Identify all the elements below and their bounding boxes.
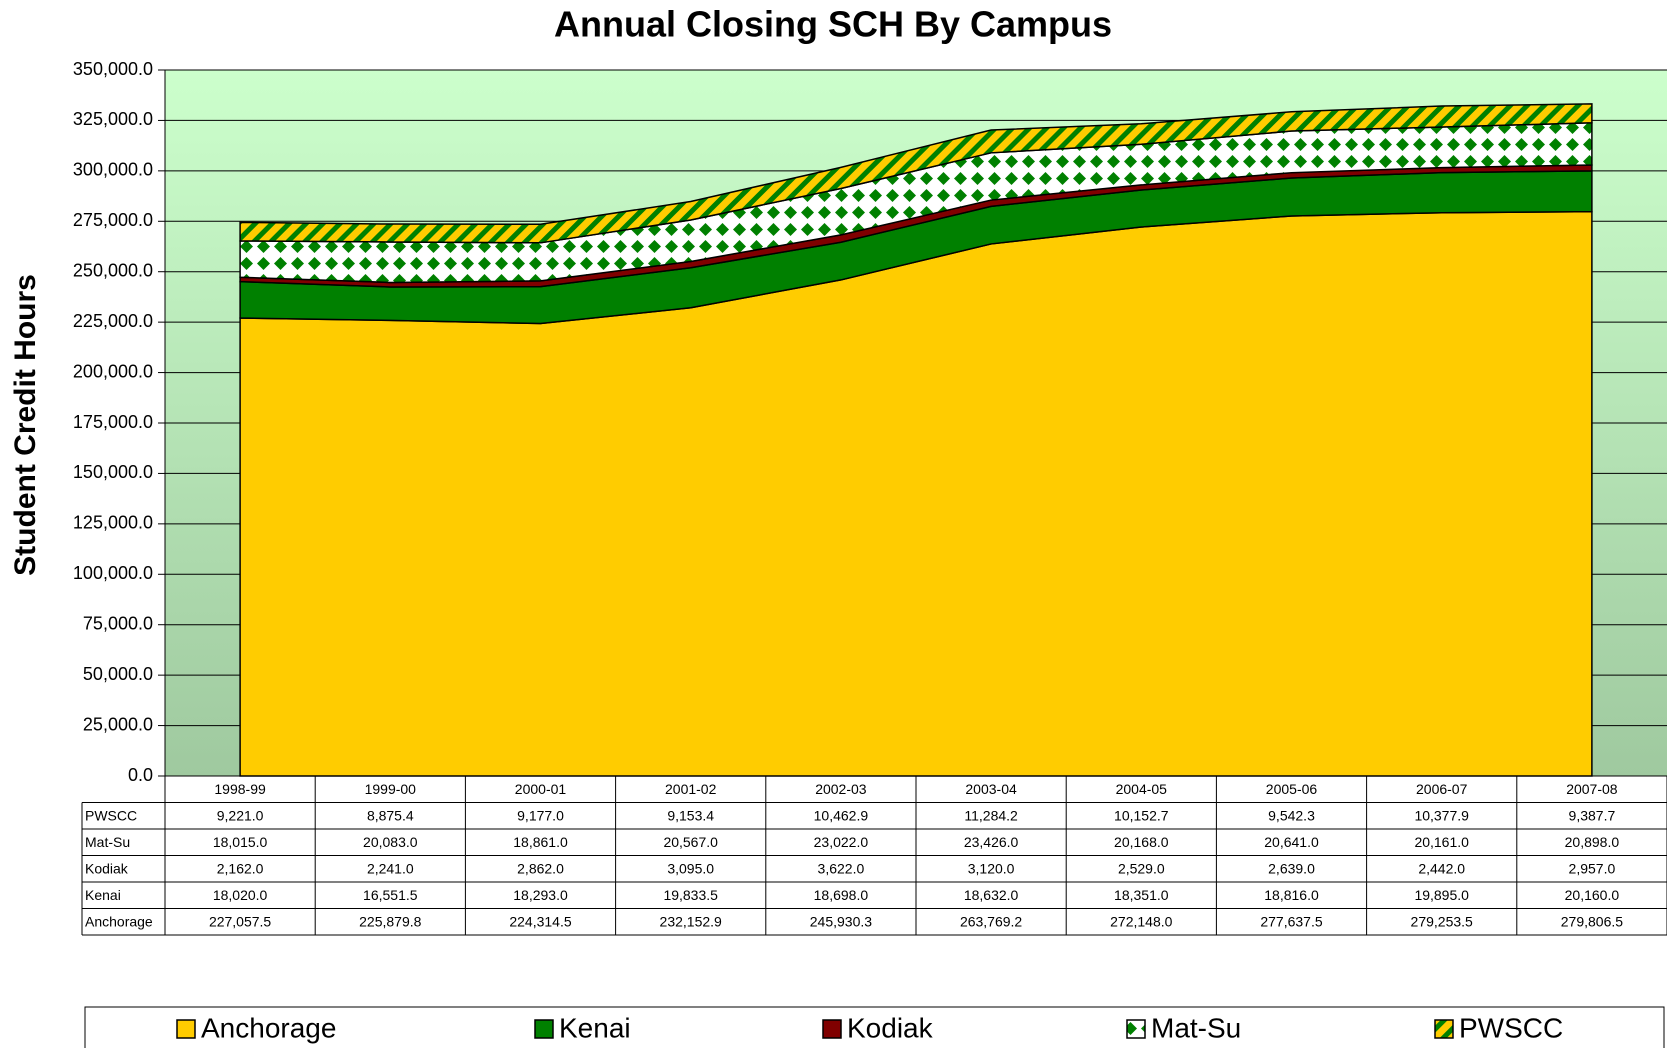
x-tick-label: 2007-08 (1566, 781, 1618, 797)
legend-label: Anchorage (201, 1012, 336, 1043)
y-tick-label: 250,000.0 (73, 260, 153, 280)
data-label: 20,168.0 (1114, 834, 1169, 850)
x-tick-label: 2006-07 (1416, 781, 1468, 797)
data-label: 277,637.5 (1260, 913, 1322, 929)
x-tick-label: 2005-06 (1266, 781, 1318, 797)
data-label: 18,020.0 (213, 887, 268, 903)
data-label: 2,957.0 (1569, 860, 1616, 876)
y-tick-label: 200,000.0 (73, 361, 153, 381)
data-label: 18,698.0 (814, 887, 869, 903)
data-label: 2,241.0 (367, 860, 414, 876)
data-label: 3,622.0 (818, 860, 865, 876)
data-label: 18,861.0 (513, 834, 568, 850)
data-label: 227,057.5 (209, 913, 271, 929)
data-label: 18,632.0 (964, 887, 1019, 903)
row-header: PWSCC (85, 807, 137, 823)
data-label: 19,895.0 (1414, 887, 1469, 903)
data-label: 18,816.0 (1264, 887, 1319, 903)
legend-marker (822, 1019, 842, 1039)
y-tick-label: 150,000.0 (73, 462, 153, 482)
data-label: 2,162.0 (217, 860, 264, 876)
x-tick-label: 2002-03 (815, 781, 867, 797)
x-tick-label: 2001-02 (665, 781, 717, 797)
data-label: 279,253.5 (1411, 913, 1473, 929)
x-tick-label: 1998-99 (214, 781, 266, 797)
data-label: 2,639.0 (1268, 860, 1315, 876)
y-tick-label: 25,000.0 (83, 714, 153, 734)
data-label: 20,083.0 (363, 834, 418, 850)
y-tick-label: 0.0 (128, 765, 153, 785)
y-tick-label: 125,000.0 (73, 513, 153, 533)
x-tick-label: 1999-00 (365, 781, 417, 797)
data-label: 8,875.4 (367, 807, 414, 823)
data-label: 224,314.5 (509, 913, 571, 929)
x-tick-label: 2003-04 (965, 781, 1017, 797)
y-tick-label: 225,000.0 (73, 311, 153, 331)
data-label: 11,284.2 (964, 807, 1018, 823)
y-axis-label: Student Credit Hours (9, 274, 42, 576)
x-tick-label: 2000-01 (515, 781, 567, 797)
y-tick-label: 350,000.0 (73, 59, 153, 79)
legend-label: Kenai (559, 1012, 631, 1043)
y-tick-label: 50,000.0 (83, 664, 153, 684)
row-header: Anchorage (85, 913, 153, 929)
data-label: 10,377.9 (1414, 807, 1469, 823)
data-label: 23,022.0 (814, 834, 869, 850)
area (239, 103, 1593, 244)
data-label: 20,161.0 (1414, 834, 1469, 850)
row-header: Kenai (85, 887, 121, 903)
legend-marker (176, 1019, 196, 1039)
data-label: 19,833.5 (663, 887, 718, 903)
legend-box (84, 1006, 1665, 1052)
row-header: Mat-Su (85, 834, 130, 850)
data-label: 263,769.2 (960, 913, 1022, 929)
data-label: 20,567.0 (663, 834, 718, 850)
legend-label: PWSCC (1459, 1012, 1563, 1043)
data-label: 3,120.0 (968, 860, 1015, 876)
data-label: 245,930.3 (810, 913, 872, 929)
legend-marker (1434, 1019, 1454, 1039)
chart-title: Annual Closing SCH By Campus (554, 4, 1112, 45)
data-label: 9,153.4 (667, 807, 714, 823)
data-label: 20,160.0 (1565, 887, 1620, 903)
legend-label: Mat-Su (1151, 1012, 1241, 1043)
data-label: 18,293.0 (513, 887, 568, 903)
y-tick-label: 275,000.0 (73, 210, 153, 230)
data-label: 9,221.0 (217, 807, 264, 823)
y-tick-label: 300,000.0 (73, 160, 153, 180)
data-label: 272,148.0 (1110, 913, 1172, 929)
data-label: 3,095.0 (667, 860, 714, 876)
legend-marker (534, 1019, 554, 1039)
data-label: 9,542.3 (1268, 807, 1315, 823)
row-header: Kodiak (85, 860, 129, 876)
x-tick-label: 2004-05 (1116, 781, 1168, 797)
data-label: 279,806.5 (1561, 913, 1623, 929)
data-label: 23,426.0 (964, 834, 1019, 850)
data-label: 2,862.0 (517, 860, 564, 876)
data-label: 9,387.7 (1569, 807, 1616, 823)
data-label: 9,177.0 (517, 807, 564, 823)
data-label: 2,442.0 (1418, 860, 1465, 876)
legend-marker (1126, 1019, 1146, 1039)
y-tick-label: 175,000.0 (73, 412, 153, 432)
data-label: 2,529.0 (1118, 860, 1165, 876)
data-label: 225,879.8 (359, 913, 421, 929)
data-label: 20,898.0 (1565, 834, 1620, 850)
legend-label: Kodiak (847, 1012, 934, 1043)
data-label: 18,351.0 (1114, 887, 1169, 903)
y-tick-label: 325,000.0 (73, 109, 153, 129)
data-label: 10,462.9 (814, 807, 869, 823)
y-tick-label: 100,000.0 (73, 563, 153, 583)
y-tick-label: 75,000.0 (83, 613, 153, 633)
data-label: 232,152.9 (660, 913, 722, 929)
data-label: 18,015.0 (213, 834, 268, 850)
data-label: 16,551.5 (363, 887, 418, 903)
data-label: 10,152.7 (1114, 807, 1169, 823)
data-label: 20,641.0 (1264, 834, 1319, 850)
